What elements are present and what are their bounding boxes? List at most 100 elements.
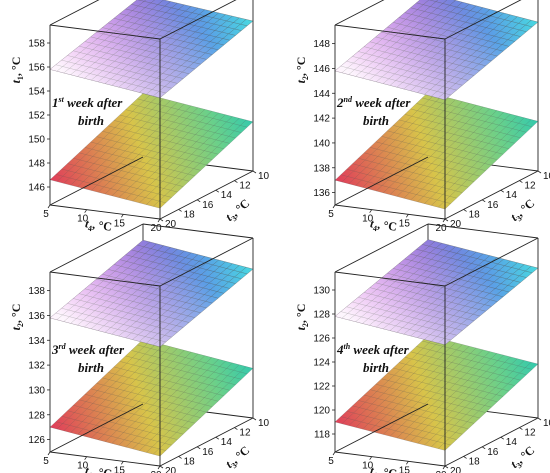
mesh-line [444, 121, 539, 210]
x-tick-mark [332, 451, 336, 456]
mesh-line [55, 421, 166, 451]
mesh-line [153, 366, 247, 455]
x-tick-label: 20 [435, 223, 447, 234]
mesh-line [404, 258, 515, 288]
y-tick-mark [537, 170, 542, 174]
y-tick-mark [444, 465, 449, 469]
mesh-line [125, 359, 219, 448]
y-tick-label: 20 [165, 466, 177, 473]
mesh-line [364, 46, 475, 76]
panel-annotation-line2: birth [363, 113, 389, 128]
y-tick-label: 16 [202, 447, 214, 458]
mesh-line [340, 416, 451, 446]
x-tick-label: 15 [114, 218, 126, 229]
mesh-line [431, 264, 525, 342]
mesh-line [113, 264, 224, 294]
mesh-line [334, 316, 446, 345]
y-tick-label: 10 [258, 171, 270, 182]
box-edge-back [159, 170, 254, 220]
mesh-line [104, 7, 199, 84]
box-edge-front [49, 156, 144, 206]
y-tick-mark [252, 170, 257, 174]
mesh-line [346, 411, 457, 440]
y-tick-mark [481, 199, 486, 203]
box-edge-front [334, 24, 446, 40]
mesh-line [84, 41, 195, 70]
panel-annotation-line2: birth [78, 360, 104, 375]
y-tick-mark [519, 427, 523, 430]
mesh-line [403, 11, 497, 90]
x-tick-mark [157, 465, 161, 470]
mesh-line [132, 14, 226, 91]
mesh-line [438, 119, 532, 208]
mesh-line [352, 301, 463, 331]
mesh-line [125, 259, 219, 338]
mesh-line [132, 261, 226, 340]
mesh-line [119, 13, 230, 41]
mesh-line [348, 0, 439, 75]
box-edge-front [49, 24, 161, 40]
mesh-line [453, 0, 539, 23]
z-tick-label: 144 [313, 89, 330, 100]
mesh-line [139, 116, 233, 204]
mesh-line [113, 18, 224, 46]
z-tick-label: 150 [28, 135, 45, 146]
y-tick-label: 20 [450, 466, 462, 473]
z-tick-label: 140 [313, 138, 330, 149]
z-tick-label: 146 [313, 64, 330, 75]
mesh-line [369, 287, 480, 317]
mesh-line [84, 147, 195, 176]
y-tick-label: 18 [184, 209, 196, 220]
mesh-line [369, 147, 480, 177]
box-edge-front [49, 0, 100, 26]
x-tick-mark [442, 218, 446, 223]
mesh-line [67, 303, 178, 333]
mesh-line [438, 266, 532, 344]
x-tick-label: 5 [328, 209, 334, 220]
x-tick-mark [121, 461, 124, 465]
panel-annotation-line1: 2nd week after [336, 95, 411, 110]
y-tick-mark [500, 189, 505, 193]
y-tick-mark [252, 417, 257, 421]
mesh-line [444, 267, 539, 345]
mesh-line [132, 114, 226, 202]
mesh-line [444, 363, 539, 451]
mesh-line [159, 121, 254, 209]
mesh-line [159, 268, 254, 347]
mesh-line [381, 378, 492, 408]
y-tick-label: 12 [239, 428, 251, 439]
y-tick-label: 10 [543, 171, 550, 182]
mesh-line [73, 298, 184, 328]
chart-panel-2: 136 138 140 142 144 146 148 5 10 15 20 10 12 14 16 18 20… [294, 0, 550, 234]
mesh-line [118, 111, 212, 198]
mesh-line [77, 247, 171, 326]
mesh-line [417, 14, 511, 93]
chart-panel-1: 146 148 150 152 154 156 158 5 10 15 20 10 12 14 16 18 20… [9, 0, 270, 234]
chart-panel-3: 126 128 130 132 134 136 138 5 10 15 20 10 12 14 16 18 20… [9, 223, 270, 473]
box-edge-front [159, 237, 254, 287]
mesh-line [396, 255, 490, 333]
y-tick-label: 12 [239, 181, 251, 192]
y-tick-label: 18 [469, 456, 481, 467]
mesh-line [358, 158, 469, 188]
mesh-line [410, 253, 521, 283]
mesh-line [153, 19, 247, 97]
z-axis-label: t2, °C [294, 304, 310, 331]
x-axis-label: t4, °C [369, 463, 398, 473]
z-tick-label: 132 [28, 361, 45, 372]
mesh-line [352, 56, 463, 86]
mesh-line [61, 59, 172, 89]
x-tick-mark [47, 204, 51, 209]
mesh-line [364, 152, 475, 182]
mesh-line [424, 262, 518, 340]
mesh-line [96, 136, 207, 166]
mesh-line [146, 364, 240, 453]
box-edge-back [142, 223, 254, 239]
box-edge-front [49, 403, 144, 453]
chart-panel-4: 118 120 122 124 126 128 130 5 10 15 20 10 12 14 16 18 20… [294, 223, 550, 473]
y-tick-label: 14 [221, 190, 233, 201]
z-tick-label: 126 [28, 435, 45, 446]
mesh-line [49, 317, 161, 347]
lower-surface-mesh [49, 93, 254, 209]
mesh-line [77, 1, 171, 77]
